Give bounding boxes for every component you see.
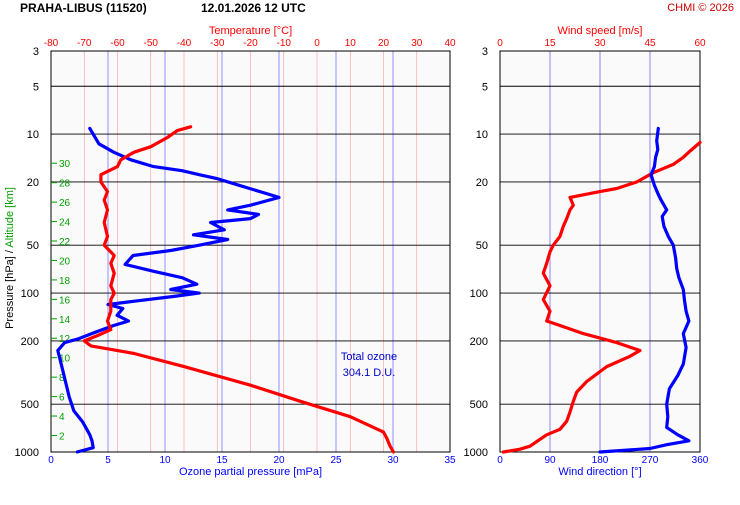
top-tick-label: 20 — [378, 38, 390, 49]
bottom-tick-label: 360 — [692, 455, 709, 466]
total-ozone-label: Total ozone — [341, 351, 397, 363]
top-tick-label: -40 — [177, 38, 192, 49]
sounding-datetime: 12.01.2026 12 UTC — [201, 1, 306, 15]
top-tick-label: 0 — [497, 38, 503, 49]
altitude-tick-label: 18 — [59, 276, 71, 287]
bottom-tick-label: 270 — [642, 455, 659, 466]
top-tick-label: 45 — [644, 38, 656, 49]
altitude-tick-label: 22 — [59, 237, 71, 248]
altitude-tick-label: 6 — [59, 393, 65, 404]
pressure-tick-label: 3 — [482, 46, 488, 58]
top-tick-label: 40 — [444, 38, 456, 49]
bottom-axis-title: Ozone partial pressure [mPa] — [179, 466, 322, 478]
plot-frame — [50, 50, 451, 453]
altitude-tick-label: 8 — [59, 373, 65, 384]
bottom-tick-label: 180 — [592, 455, 609, 466]
pressure-tick-label: 10 — [27, 129, 39, 141]
pressure-tick-label: 500 — [470, 399, 488, 411]
top-tick-label: -20 — [243, 38, 258, 49]
bottom-tick-label: 35 — [444, 455, 456, 466]
wind-speed-profile-line — [501, 140, 702, 454]
top-tick-label: 0 — [314, 38, 320, 49]
credit-text: CHMI © 2026 — [667, 2, 734, 14]
pressure-tick-label: 50 — [476, 240, 488, 252]
bottom-tick-label: 10 — [159, 455, 171, 466]
pressure-tick-label: 100 — [470, 288, 488, 300]
y-axis-label: Pressure [hPa] / Altitude [km] — [4, 187, 16, 329]
pressure-tick-label: 50 — [27, 240, 39, 252]
pressure-tick-label: 5 — [33, 81, 39, 93]
altitude-tick-label: 14 — [59, 315, 71, 326]
altitude-tick-label: 28 — [59, 179, 71, 190]
bottom-tick-label: 5 — [105, 455, 111, 466]
pressure-tick-label: 20 — [476, 177, 488, 189]
top-tick-label: -60 — [110, 38, 125, 49]
top-tick-label: -70 — [77, 38, 92, 49]
altitude-tick-label: 30 — [59, 159, 71, 170]
temperature-profile-line — [82, 125, 396, 454]
pressure-tick-label: 500 — [21, 399, 39, 411]
top-tick-label: 30 — [411, 38, 423, 49]
pressure-tick-label: 20 — [27, 177, 39, 189]
pressure-tick-label: 100 — [21, 288, 39, 300]
top-tick-label: 15 — [544, 38, 556, 49]
bottom-tick-label: 30 — [387, 455, 399, 466]
top-tick-label: -30 — [210, 38, 225, 49]
top-tick-label: -10 — [277, 38, 292, 49]
station-title: PRAHA-LIBUS (11520) — [20, 1, 147, 15]
altitude-tick-label: 16 — [59, 295, 71, 306]
pressure-tick-label: 5 — [482, 81, 488, 93]
bottom-tick-label: 15 — [216, 455, 228, 466]
altitude-tick-label: 10 — [59, 354, 71, 365]
top-axis-title: Wind speed [m/s] — [558, 25, 643, 37]
top-tick-label: -50 — [144, 38, 159, 49]
top-axis-title: Temperature [°C] — [209, 25, 292, 37]
pressure-tick-label: 1000 — [15, 447, 39, 459]
top-tick-label: 30 — [594, 38, 606, 49]
top-tick-label: 60 — [694, 38, 706, 49]
altitude-tick-label: 26 — [59, 198, 71, 209]
bottom-tick-label: 0 — [497, 455, 503, 466]
bottom-tick-label: 20 — [273, 455, 285, 466]
bottom-axis-title: Wind direction [°] — [558, 466, 641, 478]
altitude-tick-label: 4 — [59, 412, 65, 423]
altitude-tick-label: 24 — [59, 218, 71, 229]
pressure-tick-label: 200 — [21, 336, 39, 348]
wind-panel: 3 5 10 20 50 100 200 500 1000 0 15 30 45 60 Wind speed… — [464, 25, 709, 478]
pressure-tick-label: 3 — [33, 46, 39, 58]
pressure-tick-label: 1000 — [464, 447, 488, 459]
top-tick-label: -80 — [44, 38, 59, 49]
altitude-tick-label: 2 — [59, 431, 65, 442]
wind-direction-profile-line — [598, 126, 691, 454]
bottom-tick-label: 0 — [48, 455, 54, 466]
bottom-tick-label: 90 — [544, 455, 556, 466]
altitude-tick-label: 12 — [59, 334, 71, 345]
pressure-tick-label: 10 — [476, 129, 488, 141]
top-tick-label: 10 — [345, 38, 357, 49]
bottom-tick-label: 25 — [330, 455, 342, 466]
pressure-tick-label: 200 — [470, 336, 488, 348]
ozone-profile-line — [56, 126, 281, 454]
altitude-tick-label: 20 — [59, 256, 71, 267]
total-ozone-value: 304.1 D.U. — [343, 367, 396, 379]
